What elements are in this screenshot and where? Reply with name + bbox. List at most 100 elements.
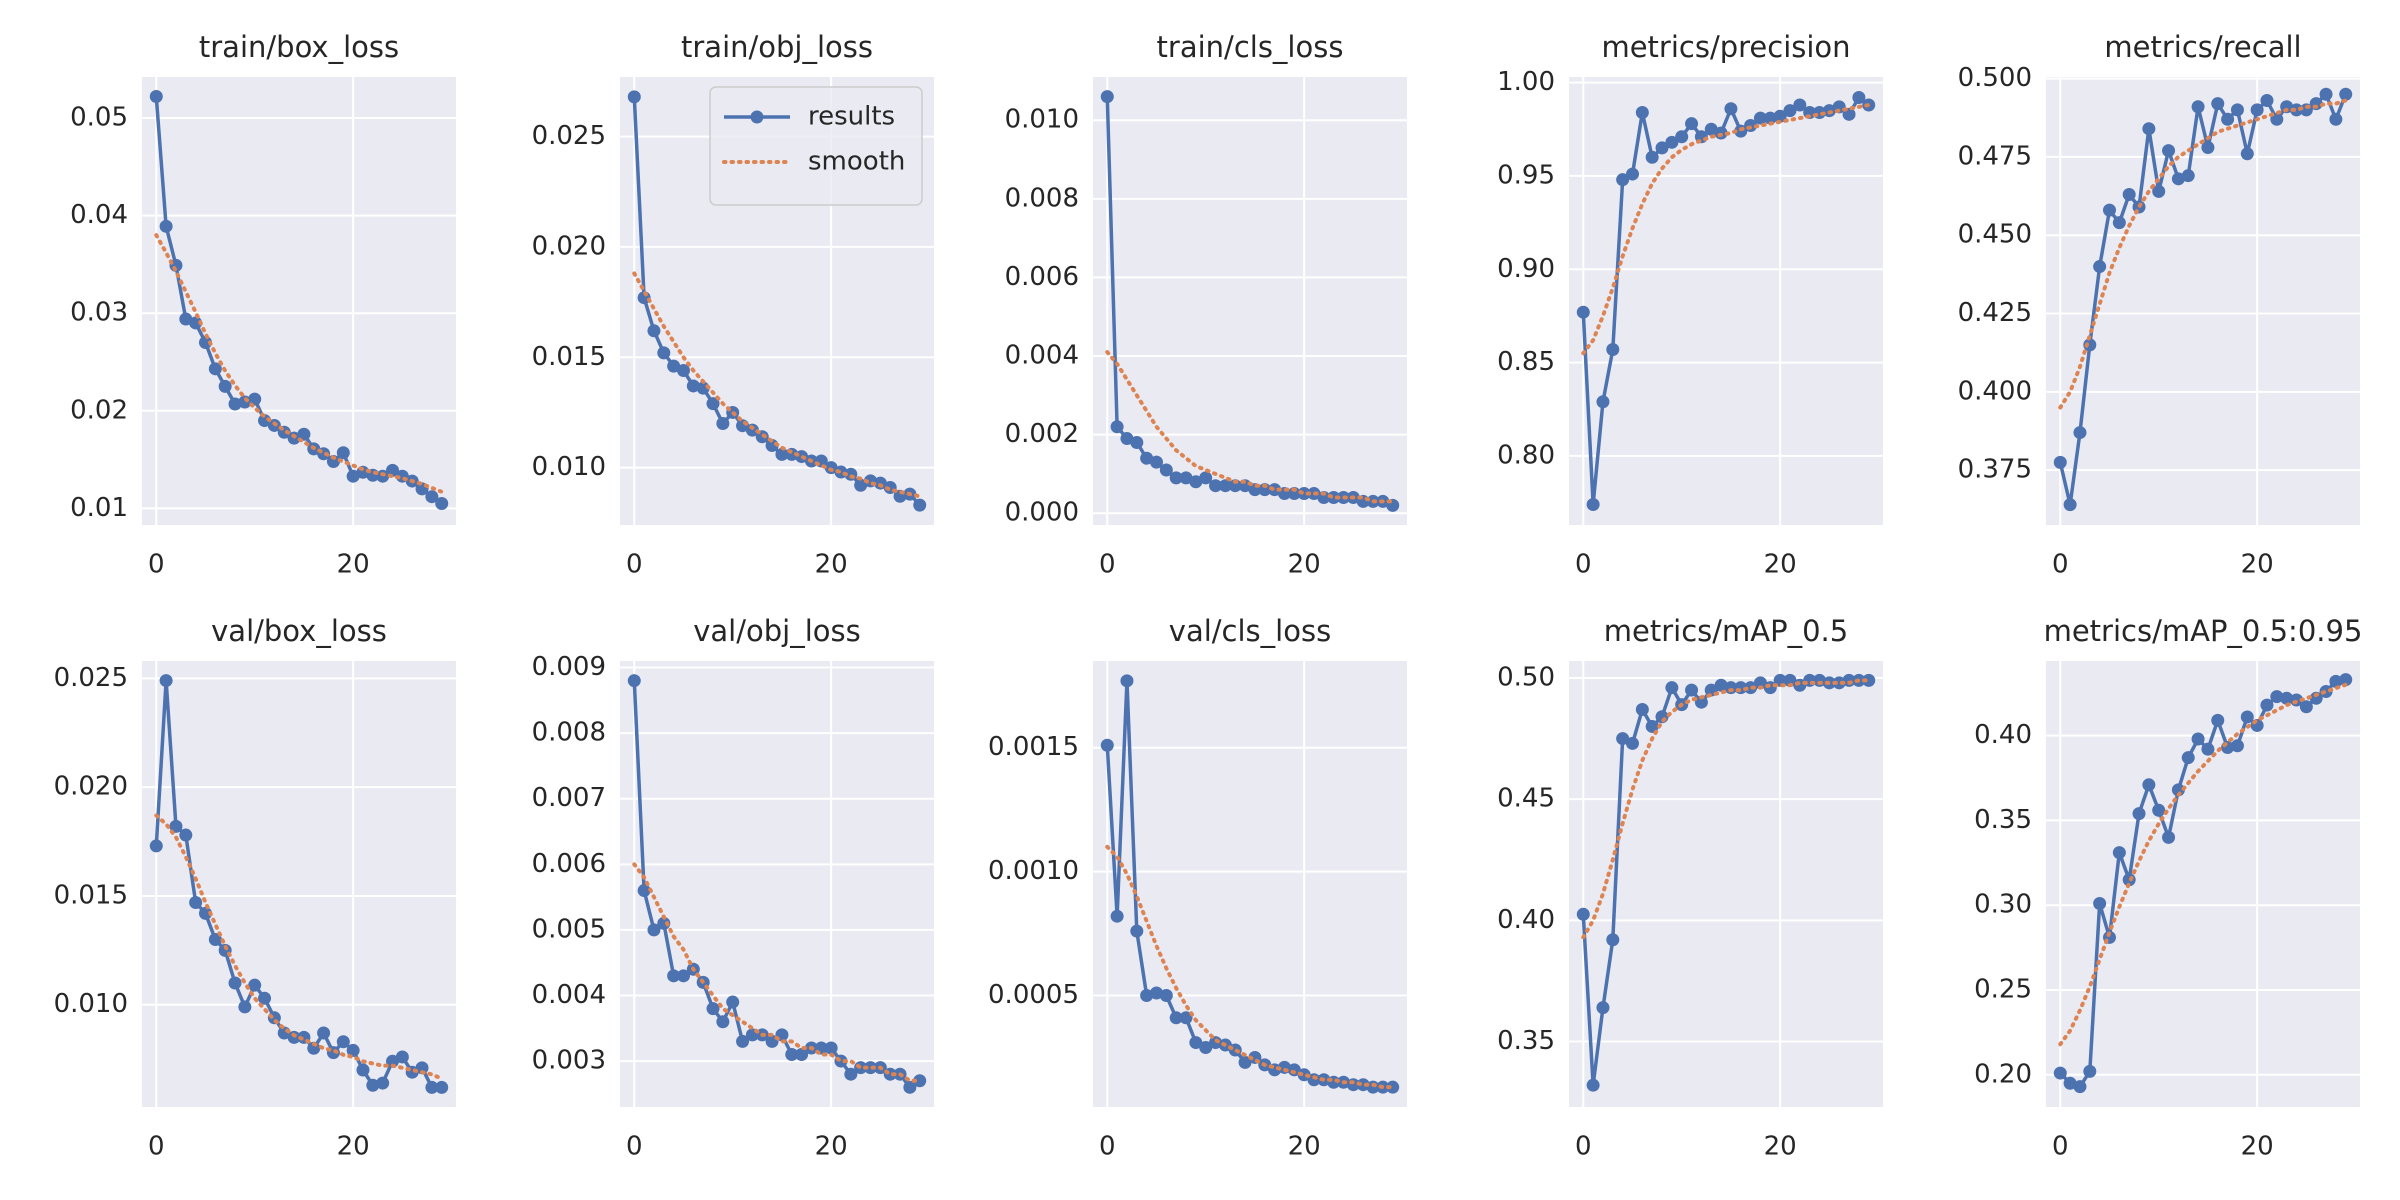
y-tick-label: 0.35: [1497, 1026, 1555, 1056]
data-point: [2083, 1064, 2097, 1078]
subplot: 0.0005 0.0010 0.0015 0 20 val/cls_loss: [988, 614, 1407, 1162]
chart-title: val/cls_loss: [1169, 614, 1331, 648]
data-point: [2162, 144, 2176, 158]
x-tick-label: 20: [337, 550, 370, 580]
series-line: [154, 233, 444, 494]
data-point: [198, 335, 212, 349]
data-point: [1783, 673, 1797, 687]
data-point: [1625, 167, 1639, 181]
data-point: [198, 906, 212, 920]
data-point: [2152, 803, 2166, 817]
subplot: 0.35 0.40 0.45 0.50 0 20 metrics/mAP_0.5: [1497, 614, 1883, 1162]
y-tick-label: 0.005: [532, 914, 606, 944]
y-tick-label: 0.01: [70, 493, 128, 523]
data-point: [189, 895, 203, 909]
y-tick-label: 0.425: [1958, 298, 2032, 328]
chart-title: metrics/mAP_0.5:0.95: [2044, 614, 2363, 648]
data-point: [169, 819, 183, 833]
data-point: [149, 839, 163, 853]
data-point: [1586, 497, 1600, 511]
series-line: [632, 271, 922, 499]
y-tick-label: 0.003: [532, 1046, 606, 1076]
data-point: [2073, 426, 2087, 440]
data-point: [1606, 343, 1620, 357]
data-point: [2201, 742, 2215, 756]
x-tick-label: 20: [1764, 1132, 1797, 1162]
data-point: [356, 1063, 370, 1077]
data-point: [1862, 673, 1876, 687]
data-point: [1645, 150, 1659, 164]
subplot: 0.010 0.015 0.020 0.025 0 20 val/box_loss: [54, 614, 456, 1162]
subplot: 0.375 0.400 0.425 0.450 0.475 0.500 0 20 metrics…: [1958, 30, 2360, 580]
data-point: [726, 995, 740, 1009]
data-point: [1100, 90, 1114, 104]
data-point: [1596, 395, 1610, 409]
data-point: [425, 490, 439, 504]
data-point: [1120, 432, 1134, 446]
data-point: [2299, 700, 2313, 714]
data-point: [2053, 455, 2067, 469]
data-point: [1199, 471, 1213, 485]
data-point: [1218, 479, 1232, 493]
y-tick-label: 0.025: [532, 121, 606, 151]
y-tick-label: 0.50: [1497, 662, 1555, 692]
data-point: [795, 1048, 809, 1062]
series-line: [1581, 678, 1871, 940]
data-point: [1110, 420, 1124, 434]
y-tick-label: 0.475: [1958, 141, 2032, 171]
x-tick-label: 0: [2052, 1132, 2069, 1162]
data-point: [844, 1067, 858, 1081]
y-tick-label: 0.375: [1958, 455, 2032, 485]
data-point: [2329, 112, 2343, 126]
data-point: [2211, 97, 2225, 111]
data-point: [2142, 122, 2156, 136]
data-point: [366, 1078, 380, 1092]
data-point: [1596, 1001, 1610, 1015]
subplot: 0.01 0.02 0.03 0.04 0.05 0 20 train/box_loss: [70, 30, 456, 580]
data-point: [1763, 111, 1777, 125]
data-point: [2171, 783, 2185, 797]
data-point: [1685, 117, 1699, 131]
data-point: [824, 461, 838, 475]
data-point: [2270, 690, 2284, 704]
data-point: [2270, 112, 2284, 126]
data-point: [228, 976, 242, 990]
y-tick-label: 0.010: [1005, 105, 1079, 135]
data-point: [1228, 479, 1242, 493]
y-tick-label: 1.00: [1497, 67, 1555, 97]
data-point: [2280, 691, 2294, 705]
data-point: [2152, 184, 2166, 198]
data-point: [376, 1076, 390, 1090]
y-tick-label: 0.85: [1497, 347, 1555, 377]
data-point: [1586, 1078, 1600, 1092]
data-point: [435, 1080, 449, 1094]
x-tick-label: 20: [2241, 550, 2274, 580]
data-point: [1149, 455, 1163, 469]
data-point: [854, 478, 868, 492]
data-point: [1317, 490, 1331, 504]
data-point: [2112, 846, 2126, 860]
data-point: [1179, 471, 1193, 485]
x-tick-label: 0: [1099, 1132, 1116, 1162]
data-point: [2142, 778, 2156, 792]
data-point: [1714, 678, 1728, 692]
subplot: 0.010 0.015 0.020 0.025 0 20 train/obj_lossres…: [532, 30, 934, 580]
y-tick-label: 0.009: [532, 652, 606, 682]
data-point: [1169, 471, 1183, 485]
data-point: [2339, 87, 2353, 101]
y-tick-label: 0.02: [70, 395, 128, 425]
y-tick-label: 0.015: [532, 342, 606, 372]
data-point: [873, 476, 887, 490]
data-point: [2073, 1080, 2087, 1094]
series-line: [632, 862, 922, 1083]
data-point: [1356, 1078, 1370, 1092]
data-point: [2132, 807, 2146, 821]
data-point: [2309, 691, 2323, 705]
data-point: [1852, 91, 1866, 105]
x-tick-label: 0: [2052, 550, 2069, 580]
data-point: [1576, 305, 1590, 319]
x-tick-label: 20: [1288, 1132, 1321, 1162]
series-line: [154, 813, 444, 1081]
data-point: [317, 1026, 331, 1040]
